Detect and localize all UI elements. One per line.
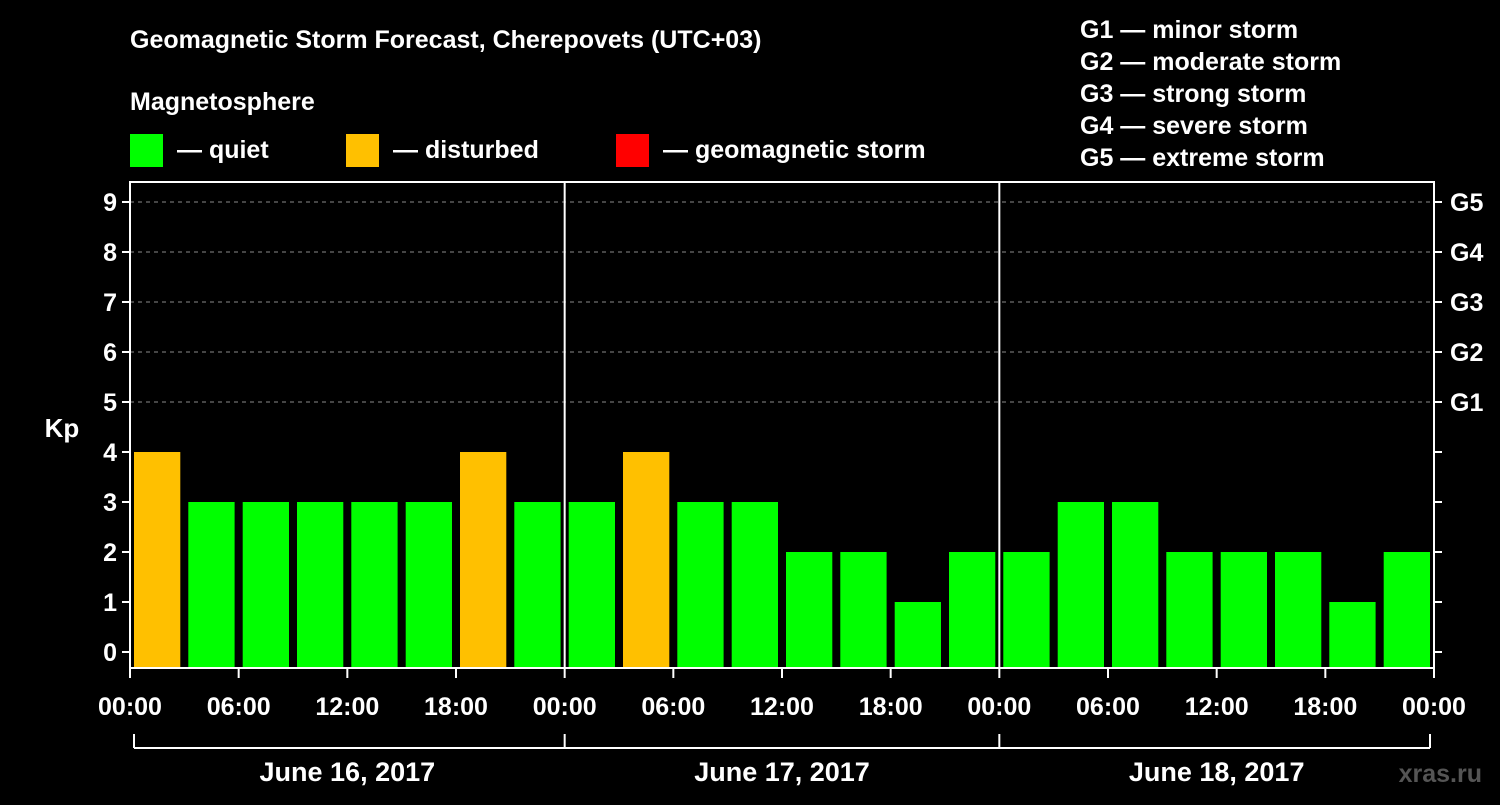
g-level-label-G5: G5 bbox=[1450, 189, 1483, 217]
storm-scale-legend: G1 — minor storm G2 — moderate storm G3 … bbox=[1080, 16, 1341, 172]
bar-14 bbox=[894, 602, 941, 668]
x-tick-label-6: 12:00 bbox=[750, 693, 814, 721]
legend-title: Magnetosphere bbox=[130, 88, 315, 116]
x-tick-label-11: 18:00 bbox=[1293, 693, 1357, 721]
x-tick-label-10: 12:00 bbox=[1185, 693, 1249, 721]
g-level-label-G3: G3 bbox=[1450, 289, 1483, 317]
legend-swatch-disturbed bbox=[346, 134, 379, 167]
legend: — quiet — disturbed — geomagnetic storm bbox=[130, 134, 926, 167]
x-tick-label-1: 06:00 bbox=[207, 693, 271, 721]
y-tick-label-2: 2 bbox=[103, 539, 117, 567]
x-tick-label-9: 06:00 bbox=[1076, 693, 1140, 721]
x-tick-label-2: 12:00 bbox=[315, 693, 379, 721]
bar-8 bbox=[568, 502, 615, 668]
y-tick-label-4: 4 bbox=[103, 439, 117, 467]
bar-15 bbox=[949, 552, 996, 668]
bar-2 bbox=[242, 502, 289, 668]
y-tick-label-3: 3 bbox=[103, 489, 117, 517]
bar-22 bbox=[1329, 602, 1376, 668]
y-tick-label-6: 6 bbox=[103, 339, 117, 367]
gridlines bbox=[130, 201, 1434, 403]
x-tick-label-8: 00:00 bbox=[967, 693, 1031, 721]
legend-label-quiet: — quiet bbox=[177, 136, 269, 164]
bar-7 bbox=[514, 502, 561, 668]
storm-scale-g4: G4 — severe storm bbox=[1080, 112, 1308, 140]
legend-swatch-quiet bbox=[130, 134, 163, 167]
axes: 0 1 2 3 4 5 6 7 8 9 G1 G2 G3 G4 G5 00:00 06:00 12:00 18:00… bbox=[98, 181, 1483, 787]
storm-scale-g5: G5 — extreme storm bbox=[1080, 144, 1325, 172]
bar-3 bbox=[297, 502, 344, 668]
bar-17 bbox=[1057, 502, 1104, 668]
x-tick-label-7: 18:00 bbox=[859, 693, 923, 721]
legend-label-storm: — geomagnetic storm bbox=[663, 136, 926, 164]
storm-scale-g3: G3 — strong storm bbox=[1080, 80, 1306, 108]
legend-label-disturbed: — disturbed bbox=[393, 136, 539, 164]
day-label-2: June 18, 2017 bbox=[1129, 757, 1305, 787]
watermark: xras.ru bbox=[1399, 760, 1482, 788]
y-tick-label-8: 8 bbox=[103, 239, 117, 267]
bar-1 bbox=[188, 502, 235, 668]
bar-4 bbox=[351, 502, 398, 668]
bar-23 bbox=[1383, 552, 1430, 668]
bar-6 bbox=[460, 452, 507, 668]
bar-11 bbox=[731, 502, 778, 668]
y-tick-label-5: 5 bbox=[103, 389, 117, 417]
g-level-label-G4: G4 bbox=[1450, 239, 1483, 267]
storm-scale-g2: G2 — moderate storm bbox=[1080, 48, 1341, 76]
bar-5 bbox=[405, 502, 452, 668]
bar-20 bbox=[1220, 552, 1267, 668]
g-level-label-G1: G1 bbox=[1450, 389, 1483, 417]
x-tick-label-0: 00:00 bbox=[98, 693, 162, 721]
bar-18 bbox=[1112, 502, 1159, 668]
g-level-label-G2: G2 bbox=[1450, 339, 1483, 367]
y-tick-label-9: 9 bbox=[103, 189, 117, 217]
bar-19 bbox=[1166, 552, 1213, 668]
y-tick-label-1: 1 bbox=[103, 589, 117, 617]
day-label-0: June 16, 2017 bbox=[260, 757, 436, 787]
legend-swatch-storm bbox=[616, 134, 649, 167]
chart-title: Geomagnetic Storm Forecast, Cherepovets … bbox=[130, 26, 761, 54]
x-tick-label-4: 00:00 bbox=[533, 693, 597, 721]
bar-12 bbox=[786, 552, 833, 668]
y-tick-label-0: 0 bbox=[103, 639, 117, 667]
bar-0 bbox=[134, 452, 181, 668]
day-label-1: June 17, 2017 bbox=[694, 757, 870, 787]
x-tick-label-5: 06:00 bbox=[641, 693, 705, 721]
y-tick-label-7: 7 bbox=[103, 289, 117, 317]
bar-10 bbox=[677, 502, 724, 668]
bar-16 bbox=[1003, 552, 1050, 668]
bar-9 bbox=[623, 452, 670, 668]
bar-13 bbox=[840, 552, 887, 668]
bars bbox=[134, 452, 1430, 668]
storm-scale-g1: G1 — minor storm bbox=[1080, 16, 1298, 44]
x-tick-label-12: 00:00 bbox=[1402, 693, 1466, 721]
bar-21 bbox=[1275, 552, 1322, 668]
y-axis-label: Kp bbox=[45, 413, 80, 443]
x-tick-label-3: 18:00 bbox=[424, 693, 488, 721]
